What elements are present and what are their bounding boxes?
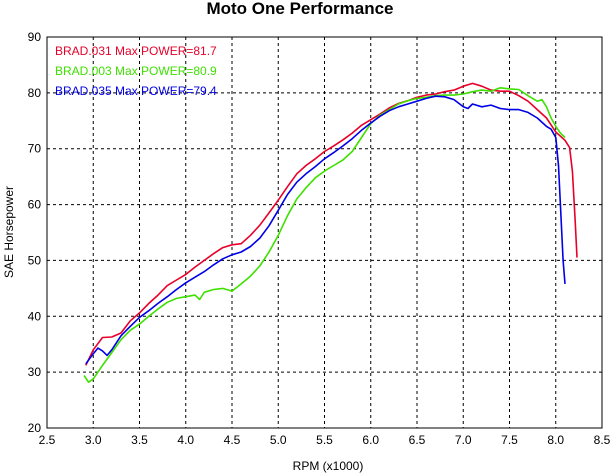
y-tick-label: 40 — [28, 309, 42, 323]
x-tick-label: 6.5 — [409, 433, 426, 447]
x-tick-label: 5.5 — [316, 433, 333, 447]
x-tick-label: 3.0 — [85, 433, 102, 447]
y-tick-label: 80 — [28, 86, 42, 100]
y-tick-label: 90 — [28, 30, 42, 44]
series-lines — [83, 82, 578, 384]
y-axis-label: SAE Horsepower — [2, 186, 16, 278]
x-tick-label: 4.0 — [177, 433, 194, 447]
x-tick-label: 3.5 — [131, 433, 148, 447]
y-tick-label: 20 — [28, 421, 42, 435]
x-tick-label: 6.0 — [362, 433, 379, 447]
x-tick-label: 4.5 — [224, 433, 241, 447]
y-tick-label: 50 — [28, 253, 42, 267]
x-axis-ticks: 2.5 3.0 3.5 4.0 4.5 5.0 5.5 6.0 6.5 7.0 7.5 8.0 8.5 — [39, 433, 611, 447]
series-line-brad-031 — [85, 82, 578, 366]
series-line-brad-035 — [85, 95, 566, 365]
x-tick-label: 2.5 — [39, 433, 56, 447]
y-tick-label: 70 — [28, 142, 42, 156]
y-axis-ticks: 20 30 40 50 60 70 80 90 — [28, 30, 42, 435]
x-tick-label: 8.5 — [594, 433, 611, 447]
x-tick-label: 8.0 — [547, 433, 564, 447]
chart-title: Moto One Performance — [206, 0, 393, 18]
y-tick-label: 60 — [28, 198, 42, 212]
legend-entry: BRAD.003 Max POWER=80.9 — [55, 64, 217, 78]
legend: BRAD.031 Max POWER=81.7 BRAD.003 Max POWE… — [55, 44, 217, 98]
series-line-brad-003 — [83, 87, 566, 384]
grid — [47, 37, 602, 428]
plot-frame — [46, 36, 603, 429]
x-axis-label: RPM (x1000) — [293, 459, 364, 473]
legend-entry: BRAD.031 Max POWER=81.7 — [55, 44, 217, 58]
x-tick-label: 5.0 — [270, 433, 287, 447]
x-tick-label: 7.0 — [455, 433, 472, 447]
legend-entry: BRAD.035 Max POWER=79.4 — [55, 84, 217, 98]
x-tick-label: 7.5 — [501, 433, 518, 447]
y-tick-label: 30 — [28, 365, 42, 379]
